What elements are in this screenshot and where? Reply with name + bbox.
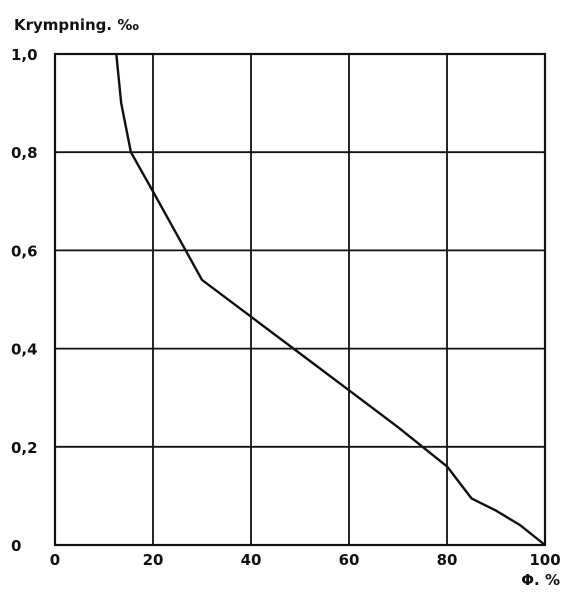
x-tick-label: 100 xyxy=(529,551,560,569)
tick-label-layer: 0 20 40 60 80 100 0 0,2 0,4 0,6 0,8 1,0 xyxy=(11,46,561,569)
y-tick-label: 0,4 xyxy=(11,341,38,359)
x-tick-label: 40 xyxy=(241,551,262,569)
y-tick-label: 0,2 xyxy=(11,439,38,457)
grid-layer xyxy=(55,54,545,545)
x-tick-label: 0 xyxy=(50,551,60,569)
series-line xyxy=(115,53,546,546)
y-tick-label: 0 xyxy=(11,537,21,555)
series-layer xyxy=(115,53,546,546)
y-tick-label: 0,8 xyxy=(11,144,38,162)
plot-frame-layer xyxy=(53,52,547,547)
y-axis-title: Krympning. ‰ xyxy=(14,16,139,34)
plot-frame xyxy=(53,52,547,547)
y-tick-label: 0,6 xyxy=(11,242,38,260)
x-tick-label: 20 xyxy=(143,551,164,569)
x-tick-label: 80 xyxy=(437,551,458,569)
x-axis-title: Φ. % xyxy=(521,571,560,589)
y-tick-label: 1,0 xyxy=(11,46,38,64)
x-tick-label: 60 xyxy=(339,551,360,569)
